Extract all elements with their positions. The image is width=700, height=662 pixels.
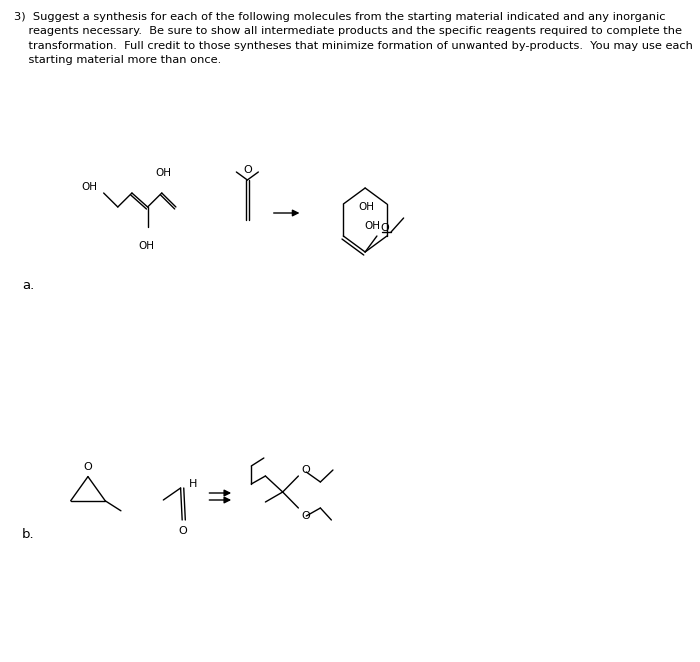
Text: b.: b.: [22, 528, 34, 542]
Text: OH: OH: [358, 202, 375, 212]
Text: O: O: [243, 165, 252, 175]
Text: OH: OH: [365, 221, 381, 231]
Text: O: O: [302, 511, 310, 521]
Text: O: O: [302, 465, 310, 475]
Text: O: O: [178, 526, 188, 536]
Text: a.: a.: [22, 279, 34, 291]
Text: 3)  Suggest a synthesis for each of the following molecules from the starting ma: 3) Suggest a synthesis for each of the f…: [14, 12, 693, 65]
Text: OH: OH: [155, 168, 172, 178]
Text: H: H: [189, 479, 197, 489]
Text: OH: OH: [81, 182, 97, 192]
Text: OH: OH: [138, 241, 154, 251]
Text: O: O: [83, 461, 92, 471]
Text: O: O: [380, 223, 389, 233]
